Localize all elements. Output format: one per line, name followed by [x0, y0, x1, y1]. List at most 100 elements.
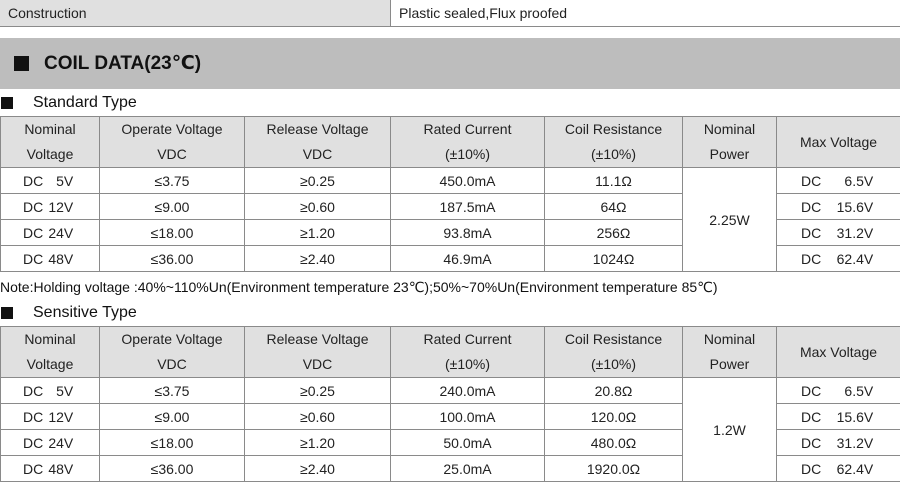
square-bullet-icon [1, 97, 13, 109]
column-header: Release Voltage VDC [244, 116, 391, 168]
rated-current-cell: 50.0mA [390, 429, 545, 456]
column-header: Coil Resistance (±10%) [544, 326, 683, 378]
nominal-voltage-cell: DC 48V [0, 455, 100, 482]
release-voltage-cell: ≥1.20 [244, 429, 391, 456]
max-voltage-value: 62.4V [836, 250, 874, 267]
column-header-line2: (±10%) [590, 146, 637, 162]
construction-label: Construction [0, 0, 391, 27]
column-header: Rated Current (±10%) [390, 116, 545, 168]
construction-row: Construction Plastic sealed,Flux proofed [0, 0, 900, 27]
coil-resistance-cell: 256Ω [544, 219, 683, 246]
dc-prefix: DC [23, 198, 44, 215]
max-voltage-cell: DC 62.4V [776, 245, 900, 272]
column-header-line2: VDC [302, 146, 333, 162]
nominal-voltage-value: 48V [48, 250, 74, 267]
nominal-voltage-cell: DC 5V [0, 377, 100, 404]
dc-prefix: DC [23, 382, 44, 399]
column-header-line1: Release Voltage [266, 121, 369, 137]
column-header-line2: (±10%) [444, 356, 491, 372]
coil-resistance-cell: 20.8Ω [544, 377, 683, 404]
column-header-line1: Release Voltage [266, 331, 369, 347]
column-header-line2: VDC [302, 356, 333, 372]
max-voltage-value: 31.2V [836, 434, 874, 451]
nominal-voltage-value: 12V [48, 198, 74, 215]
column-header-line1: Coil Resistance [564, 331, 663, 347]
column-header-line1: Operate Voltage [121, 331, 223, 347]
nominal-voltage-value: 24V [48, 224, 74, 241]
column-header-line1: Max Voltage [799, 343, 878, 360]
dc-prefix: DC [801, 250, 822, 267]
standard-type-table: Nominal Voltage Operate Voltage VDC Release … [0, 116, 900, 272]
dc-prefix: DC [801, 224, 822, 241]
column-header-line2: (±10%) [590, 356, 637, 372]
header-row: Nominal Voltage Operate Voltage VDC Release … [0, 326, 900, 378]
column-header: Release Voltage VDC [244, 326, 391, 378]
sensitive-type-title: Sensitive Type [33, 304, 137, 321]
max-voltage-cell: DC 6.5V [776, 377, 900, 404]
max-voltage-value: 62.4V [836, 460, 874, 477]
max-voltage-cell: DC 15.6V [776, 403, 900, 430]
operate-voltage-cell: ≤18.00 [99, 429, 245, 456]
column-header-line1: Coil Resistance [564, 121, 663, 137]
column-header: Max Voltage [776, 116, 900, 168]
nominal-power-cell: 2.25W [682, 167, 777, 272]
column-header: Nominal Voltage [0, 116, 100, 168]
rated-current-cell: 450.0mA [390, 167, 545, 194]
column-header-line2: Power [709, 356, 750, 372]
dc-prefix: DC [23, 172, 44, 189]
coil-resistance-cell: 120.0Ω [544, 403, 683, 430]
release-voltage-cell: ≥0.25 [244, 167, 391, 194]
column-header-line2: Power [709, 146, 750, 162]
nominal-voltage-cell: DC 5V [0, 167, 100, 194]
column-header: Operate Voltage VDC [99, 116, 245, 168]
column-header-line1: Rated Current [423, 121, 512, 137]
max-voltage-cell: DC 31.2V [776, 219, 900, 246]
table-row: DC 48V ≤36.00 ≥2.40 46.9mA 1024Ω DC 62.4V [0, 245, 900, 272]
rated-current-cell: 240.0mA [390, 377, 545, 404]
nominal-voltage-cell: DC 12V [0, 193, 100, 220]
standard-type-heading: Standard Type [0, 93, 900, 113]
dc-prefix: DC [801, 198, 822, 215]
dc-prefix: DC [801, 434, 822, 451]
dc-prefix: DC [801, 460, 822, 477]
release-voltage-cell: ≥2.40 [244, 455, 391, 482]
column-header-line1: Nominal [703, 331, 756, 347]
column-header-line2: VDC [157, 356, 187, 372]
header-row: Nominal Voltage Operate Voltage VDC Release … [0, 116, 900, 168]
max-voltage-value: 6.5V [844, 382, 874, 399]
dc-prefix: DC [801, 172, 822, 189]
dc-prefix: DC [23, 250, 44, 267]
nominal-voltage-value: 12V [48, 408, 74, 425]
construction-table: Construction Plastic sealed,Flux proofed [0, 0, 900, 27]
column-header-line2: Voltage [26, 356, 74, 372]
release-voltage-cell: ≥0.25 [244, 377, 391, 404]
coil-resistance-cell: 1024Ω [544, 245, 683, 272]
max-voltage-cell: DC 31.2V [776, 429, 900, 456]
release-voltage-cell: ≥0.60 [244, 403, 391, 430]
square-bullet-icon [14, 56, 29, 71]
dc-prefix: DC [801, 408, 822, 425]
dc-prefix: DC [23, 408, 44, 425]
rated-current-cell: 100.0mA [390, 403, 545, 430]
column-header-line2: Voltage [26, 146, 74, 162]
sensitive-type-heading: Sensitive Type [0, 303, 900, 323]
dc-prefix: DC [801, 382, 822, 399]
dc-prefix: DC [23, 434, 44, 451]
operate-voltage-cell: ≤3.75 [99, 377, 245, 404]
column-header-line1: Nominal [24, 331, 76, 347]
section-title: COIL DATA(23℃) [44, 53, 202, 74]
coil-resistance-cell: 64Ω [544, 193, 683, 220]
sensitive-type-table: Nominal Voltage Operate Voltage VDC Release … [0, 326, 900, 482]
operate-voltage-cell: ≤18.00 [99, 219, 245, 246]
dc-prefix: DC [23, 224, 44, 241]
nominal-voltage-cell: DC 12V [0, 403, 100, 430]
column-header: Nominal Power [682, 326, 777, 378]
column-header-line1: Operate Voltage [121, 121, 223, 137]
table-row: DC 24V ≤18.00 ≥1.20 93.8mA 256Ω DC 31.2V [0, 219, 900, 246]
nominal-power-cell: 1.2W [682, 377, 777, 482]
max-voltage-value: 6.5V [844, 172, 874, 189]
nominal-voltage-cell: DC 48V [0, 245, 100, 272]
nominal-voltage-value: 24V [48, 434, 74, 451]
coil-data-section-header: COIL DATA(23℃) [0, 38, 900, 89]
rated-current-cell: 187.5mA [390, 193, 545, 220]
